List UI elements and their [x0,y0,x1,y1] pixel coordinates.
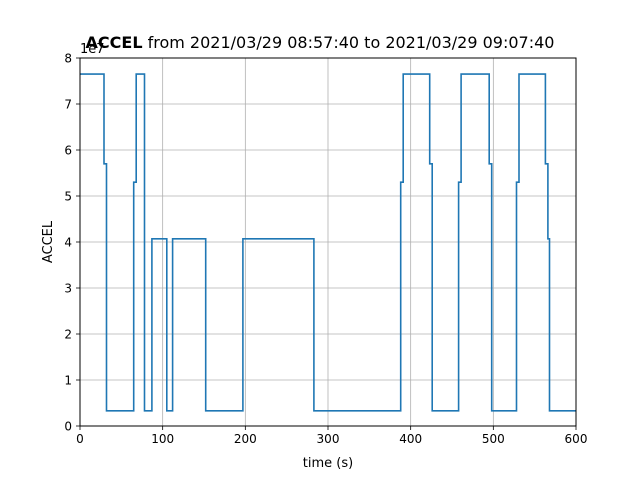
axis-ticks: 0 100 200 300 400 500 600 0 1 2 3 4 5 6 7 8 [64,52,587,447]
x-tick-label: 400 [399,432,422,446]
y-tick-label: 8 [64,52,72,66]
x-axis-label: time (s) [303,456,353,471]
y-tick-label: 3 [64,282,72,296]
chart-title-rest: from 2021/03/29 08:57:40 to 2021/03/29 0… [142,33,555,52]
y-tick-label: 7 [64,98,72,112]
y-tick-label: 1 [64,374,72,388]
chart-title: ACCEL from 2021/03/29 08:57:40 to 2021/0… [0,33,640,52]
y-tick-label: 2 [64,328,72,342]
x-tick-label: 200 [234,432,257,446]
y-tick-label: 4 [64,236,72,250]
y-offset-label: 1e7 [80,42,105,57]
grid-lines [79,57,577,427]
y-tick-label: 6 [64,144,72,158]
y-tick-label: 0 [64,420,72,434]
x-tick-label: 100 [151,432,174,446]
series-group [80,73,576,412]
x-tick-label: 0 [76,432,84,446]
x-tick-label: 300 [317,432,340,446]
chart-title-bold: ACCEL [85,33,143,52]
x-tick-label: 500 [482,432,505,446]
x-tick-label: 600 [565,432,588,446]
series-line [80,73,576,412]
y-axis-label: ACCEL [41,220,56,263]
y-tick-label: 5 [64,190,72,204]
